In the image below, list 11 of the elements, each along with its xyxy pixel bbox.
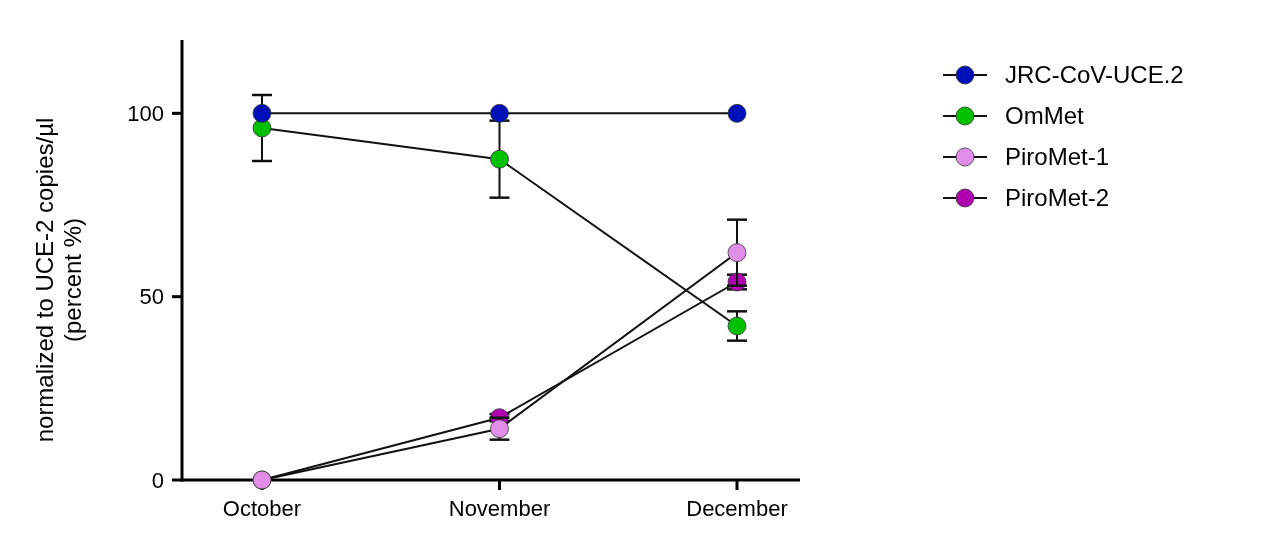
legend-label: OmMet (1005, 102, 1084, 130)
legend-label: PiroMet-2 (1005, 184, 1110, 212)
x-tick-label: November (448, 496, 551, 521)
y-tick-label: 50 (139, 284, 164, 310)
legend-label: PiroMet-1 (1005, 143, 1110, 171)
y-axis-title: normalized to UCE-2 copies/µl (percent %) (30, 117, 87, 443)
y-tick-label: 0 (151, 467, 164, 493)
x-tick-label: December (686, 496, 788, 521)
legend-label: JRC-CoV-UCE.2 (1005, 61, 1184, 89)
y-tick-label: 100 (127, 101, 164, 127)
x-tick-label: October (222, 496, 302, 521)
